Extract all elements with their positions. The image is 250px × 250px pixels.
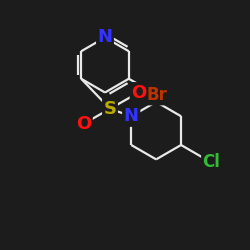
- Text: N: N: [124, 107, 139, 125]
- Text: O: O: [131, 84, 146, 102]
- Text: Cl: Cl: [202, 154, 220, 172]
- Text: S: S: [104, 100, 117, 118]
- Text: Br: Br: [146, 86, 168, 104]
- Text: N: N: [98, 28, 112, 46]
- Text: N: N: [124, 107, 139, 125]
- Text: O: O: [76, 115, 92, 133]
